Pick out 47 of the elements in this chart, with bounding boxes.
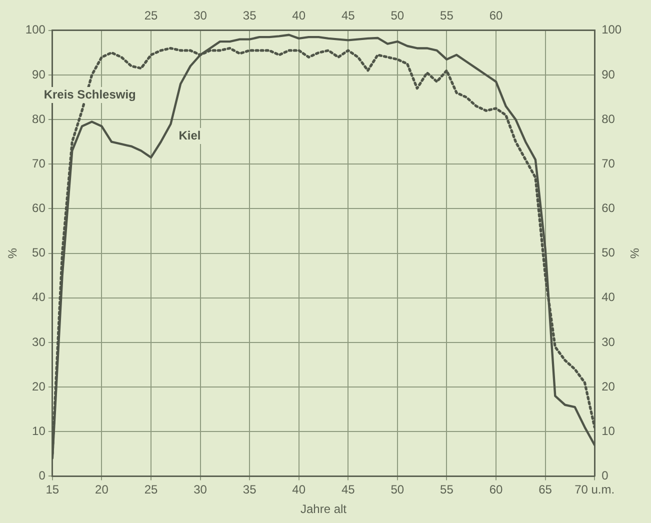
y-axis-title: % — [6, 248, 20, 259]
y2-tick-label: 0 — [602, 468, 609, 483]
y-tick-label: 30 — [32, 334, 46, 349]
x-tick-label: 25 — [144, 482, 158, 497]
x-tick-label: 50 — [390, 482, 404, 497]
y2-tick-label: 40 — [602, 290, 616, 304]
y-tick-label: 40 — [32, 290, 46, 304]
y-tick-label: 0 — [38, 468, 46, 483]
x2-tick-label: 45 — [341, 8, 356, 23]
y2-tick-label: 30 — [602, 334, 616, 349]
y2-tick-label: 80 — [602, 112, 616, 126]
x-tick-label: 60 — [489, 482, 503, 497]
x-tick-label: 40 — [292, 482, 306, 497]
x-tick-label: 20 — [95, 482, 109, 497]
y2-tick-label: 90 — [602, 67, 616, 82]
x2-tick-label: 55 — [440, 8, 454, 23]
x2-tick-label: 30 — [194, 8, 208, 23]
x-tick-label: 35 — [242, 482, 257, 497]
x-tick-label: 30 — [194, 482, 208, 497]
y2-axis-title: % — [627, 248, 642, 259]
x2-tick-label: 40 — [292, 8, 306, 23]
y-tick-label: 90 — [32, 67, 46, 82]
y2-tick-label: 70 — [602, 156, 616, 170]
y-tick-label: 20 — [32, 379, 46, 394]
x-axis-title: Jahre alt — [300, 502, 348, 516]
x-tick-label: 65 — [538, 482, 552, 497]
series-label: Kiel — [178, 128, 201, 142]
x2-tick-label: 35 — [242, 8, 257, 23]
x-tick-label: 15 — [46, 482, 60, 497]
y2-tick-label: 20 — [602, 379, 616, 394]
y-tick-label: 70 — [32, 156, 46, 170]
x2-tick-label: 50 — [390, 8, 404, 23]
y2-tick-label: 10 — [602, 424, 616, 438]
y-tick-label: 10 — [32, 424, 46, 438]
y2-tick-label: 50 — [602, 246, 616, 260]
y-tick-label: 50 — [32, 246, 46, 260]
y-tick-label: 100 — [25, 22, 46, 37]
x-tick-label: 70 u.m. — [574, 482, 615, 497]
x-tick-label: 55 — [440, 482, 454, 497]
series-label: Kreis Schleswig — [44, 87, 136, 102]
x-tick-label: 45 — [341, 482, 356, 497]
y2-tick-label: 100 — [602, 22, 622, 37]
x2-tick-label: 25 — [144, 8, 158, 23]
y-tick-label: 60 — [32, 201, 46, 216]
y-tick-label: 80 — [32, 112, 46, 126]
y2-tick-label: 60 — [602, 201, 616, 216]
x2-tick-label: 60 — [489, 8, 503, 23]
